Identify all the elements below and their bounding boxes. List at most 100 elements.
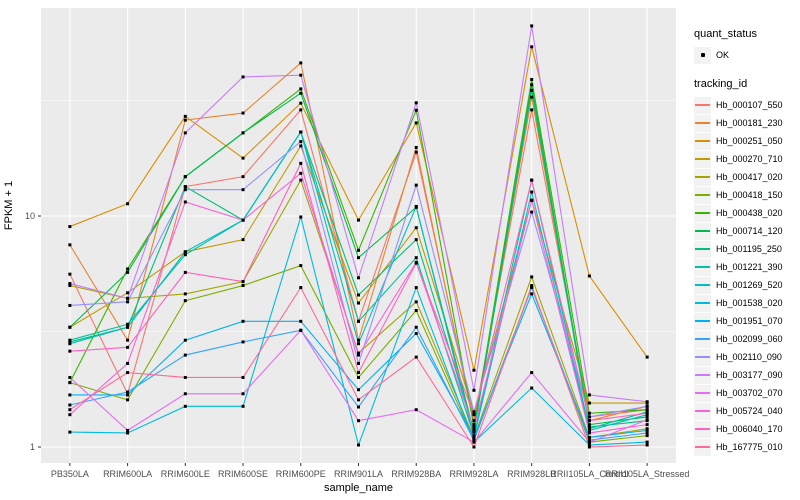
- x-axis-title: sample_name: [324, 482, 393, 494]
- data-point: [472, 419, 476, 423]
- data-point: [530, 386, 534, 390]
- legend-item-label: Hb_002099_060: [716, 334, 783, 344]
- data-point: [183, 270, 187, 274]
- legend-item-tracking-id: Hb_000107_550: [694, 96, 800, 114]
- legend-item-tracking-id: Hb_005724_040: [694, 402, 800, 420]
- legend-key-line: [694, 438, 711, 456]
- data-point: [126, 338, 130, 342]
- data-point: [183, 200, 187, 204]
- data-point: [530, 45, 534, 49]
- legend-item-label: Hb_000181_230: [716, 118, 783, 128]
- data-point: [299, 140, 303, 144]
- data-point: [68, 282, 72, 286]
- data-point: [68, 272, 72, 276]
- data-point: [472, 445, 476, 449]
- data-point: [68, 338, 72, 342]
- data-point: [183, 253, 187, 257]
- legend-item-label: OK: [716, 50, 730, 60]
- line-swatch-icon: [695, 266, 710, 268]
- legend-item-tracking-id: Hb_000438_020: [694, 204, 800, 222]
- data-point: [241, 284, 245, 288]
- data-point: [126, 393, 130, 397]
- legend-key-line: [694, 132, 711, 150]
- data-point: [587, 411, 591, 415]
- data-point: [299, 171, 303, 175]
- data-point: [587, 423, 591, 427]
- data-point: [472, 427, 476, 431]
- data-point: [299, 101, 303, 105]
- data-point: [414, 300, 418, 304]
- legend-item-tracking-id: Hb_000418_150: [694, 186, 800, 204]
- data-point: [299, 73, 303, 77]
- data-point: [472, 410, 476, 414]
- data-point: [183, 114, 187, 118]
- point-marker-icon: [700, 53, 705, 57]
- data-point: [68, 408, 72, 412]
- legend-item-label: Hb_003702_070: [716, 388, 783, 398]
- data-point: [241, 238, 245, 242]
- data-point: [68, 403, 72, 407]
- line-swatch-icon: [695, 428, 710, 430]
- line-swatch-icon: [695, 248, 710, 250]
- legend-item-label: Hb_001221_390: [716, 262, 783, 272]
- data-point: [241, 319, 245, 323]
- x-tick-label: RRIM600SE: [218, 469, 268, 479]
- data-point: [587, 435, 591, 439]
- legend-key-line: [694, 258, 711, 276]
- legend-item-label: Hb_000107_550: [716, 100, 783, 110]
- data-point: [530, 83, 534, 87]
- legend-item-tracking-id: Hb_001951_070: [694, 312, 800, 330]
- data-point: [587, 443, 591, 447]
- data-point: [357, 398, 360, 402]
- data-point: [68, 243, 72, 247]
- data-point: [299, 91, 303, 95]
- legend-item-tracking-id: Hb_006040_170: [694, 420, 800, 438]
- data-point: [299, 328, 303, 332]
- legend-key-line: [694, 150, 711, 168]
- data-point: [645, 440, 649, 444]
- data-point: [68, 225, 72, 229]
- legend-item-tracking-id: Hb_000270_710: [694, 150, 800, 168]
- data-point: [414, 108, 418, 112]
- legend-item-label: Hb_001538_020: [716, 298, 783, 308]
- y-tick-label: 1: [30, 442, 35, 452]
- data-point: [126, 267, 130, 271]
- data-point: [126, 345, 130, 349]
- legend-item-label: Hb_001951_070: [716, 316, 783, 326]
- line-swatch-icon: [695, 140, 710, 142]
- line-swatch-icon: [695, 176, 710, 178]
- legend-item-tracking-id: Hb_000714_120: [694, 222, 800, 240]
- data-point: [183, 292, 187, 296]
- legend-key-line: [694, 402, 711, 420]
- x-tick-label: RRIM901LA: [334, 469, 383, 479]
- data-point: [241, 111, 245, 115]
- data-point: [530, 292, 534, 296]
- legend-item-label: Hb_001195_250: [716, 244, 782, 254]
- data-point: [68, 340, 72, 344]
- line-swatch-icon: [695, 194, 710, 196]
- data-point: [357, 338, 360, 342]
- data-point: [357, 419, 360, 423]
- data-point: [357, 388, 360, 392]
- data-point: [645, 355, 649, 359]
- data-point: [414, 121, 418, 125]
- data-point: [587, 393, 591, 397]
- x-tick-label: RRIM600LA: [103, 469, 152, 479]
- data-point: [183, 375, 187, 379]
- line-swatch-icon: [695, 122, 710, 124]
- data-point: [414, 408, 418, 412]
- data-point: [530, 88, 534, 92]
- legend-item-label: Hb_000438_020: [716, 208, 783, 218]
- legend-key-line: [694, 204, 711, 222]
- data-point: [472, 434, 476, 438]
- data-point: [126, 371, 130, 375]
- data-point: [587, 438, 591, 442]
- legend-key-line: [694, 222, 711, 240]
- data-point: [299, 61, 303, 65]
- data-point: [414, 325, 418, 329]
- data-point: [357, 353, 360, 357]
- legend-item-tracking-id: Hb_001195_250: [694, 240, 800, 258]
- legend-item-tracking-id: Hb_167775_010: [694, 438, 800, 456]
- data-point: [414, 183, 418, 187]
- data-point: [357, 218, 360, 222]
